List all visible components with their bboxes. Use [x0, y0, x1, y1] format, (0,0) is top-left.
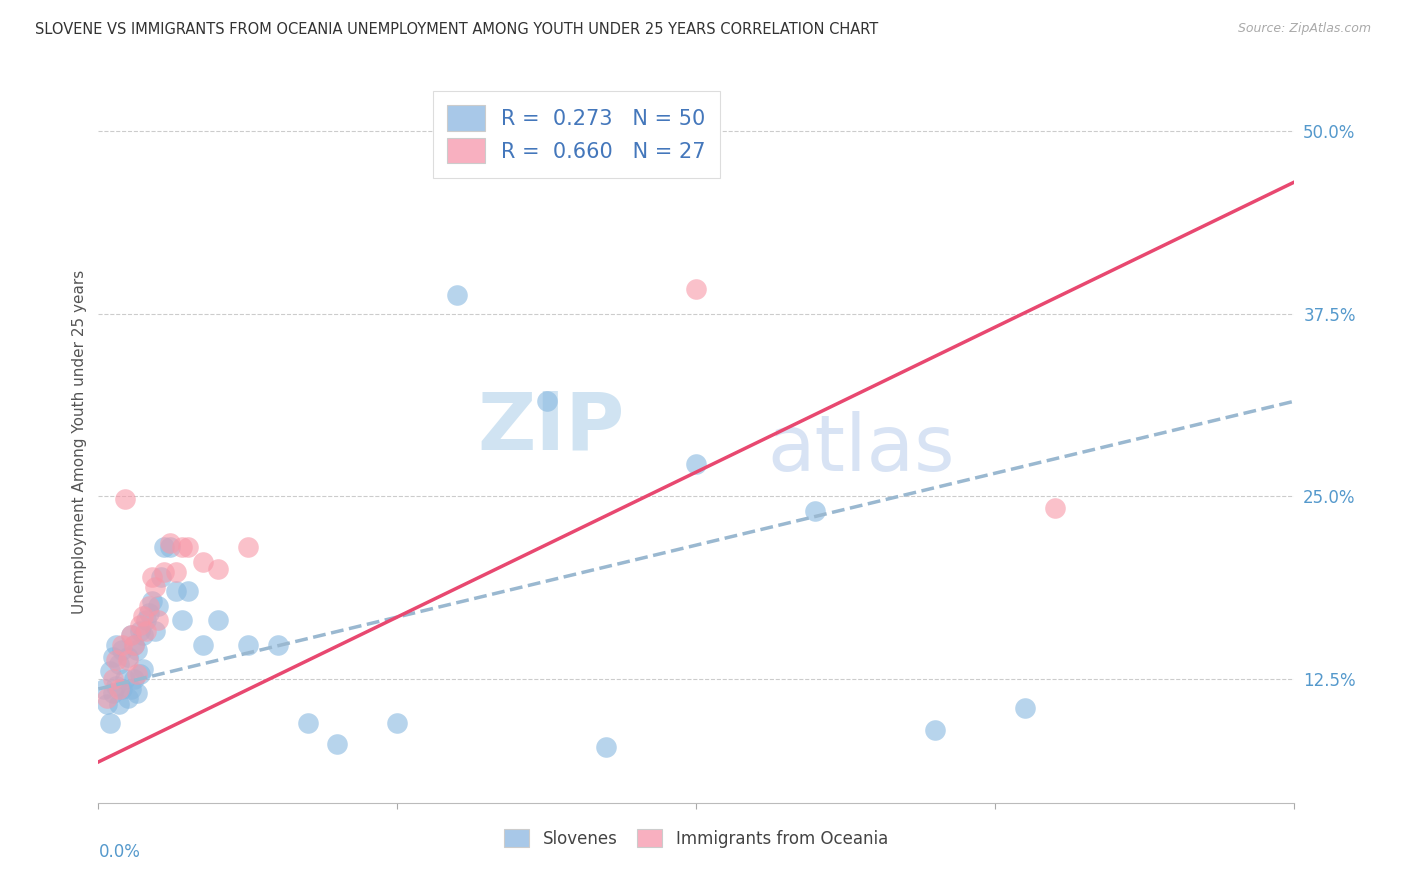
- Point: [153, 565, 176, 579]
- Point: [127, 667, 149, 681]
- Point: [111, 638, 134, 652]
- Point: [297, 715, 319, 730]
- Point: [138, 606, 160, 620]
- Point: [236, 638, 259, 652]
- Point: [207, 613, 229, 627]
- Point: [165, 565, 187, 579]
- Point: [114, 492, 136, 507]
- Point: [127, 686, 149, 700]
- Point: [685, 457, 707, 471]
- Point: [595, 740, 617, 755]
- Point: [804, 504, 827, 518]
- Point: [141, 569, 163, 583]
- Point: [117, 690, 139, 705]
- Legend: Slovenes, Immigrants from Oceania: Slovenes, Immigrants from Oceania: [496, 821, 896, 856]
- Point: [172, 541, 194, 555]
- Y-axis label: Unemployment Among Youth under 25 years: Unemployment Among Youth under 25 years: [72, 269, 87, 614]
- Point: [143, 580, 166, 594]
- Point: [1043, 500, 1066, 515]
- Text: ZIP: ZIP: [477, 388, 624, 467]
- Point: [108, 697, 131, 711]
- Text: Source: ZipAtlas.com: Source: ZipAtlas.com: [1237, 22, 1371, 36]
- Point: [165, 584, 187, 599]
- Point: [105, 679, 128, 693]
- Point: [326, 738, 349, 752]
- Point: [105, 653, 128, 667]
- Point: [124, 672, 146, 686]
- Point: [148, 613, 170, 627]
- Point: [150, 569, 173, 583]
- Point: [143, 624, 166, 638]
- Text: SLOVENE VS IMMIGRANTS FROM OCEANIA UNEMPLOYMENT AMONG YOUTH UNDER 25 YEARS CORRE: SLOVENE VS IMMIGRANTS FROM OCEANIA UNEMP…: [35, 22, 879, 37]
- Point: [103, 672, 125, 686]
- Point: [267, 638, 290, 652]
- Point: [138, 599, 160, 613]
- Point: [446, 288, 468, 302]
- Point: [127, 642, 149, 657]
- Point: [114, 672, 136, 686]
- Point: [129, 624, 152, 638]
- Text: atlas: atlas: [768, 410, 955, 487]
- Point: [93, 681, 115, 696]
- Point: [124, 638, 146, 652]
- Point: [924, 723, 946, 737]
- Point: [132, 628, 155, 642]
- Point: [117, 653, 139, 667]
- Point: [236, 541, 259, 555]
- Point: [135, 624, 157, 638]
- Point: [111, 642, 134, 657]
- Point: [177, 541, 200, 555]
- Point: [141, 594, 163, 608]
- Point: [120, 628, 142, 642]
- Point: [191, 638, 214, 652]
- Point: [191, 555, 214, 569]
- Point: [124, 638, 146, 652]
- Point: [129, 617, 152, 632]
- Point: [132, 609, 155, 624]
- Text: 0.0%: 0.0%: [98, 843, 141, 861]
- Point: [111, 681, 134, 696]
- Point: [132, 661, 155, 675]
- Point: [135, 613, 157, 627]
- Point: [120, 681, 142, 696]
- Point: [120, 628, 142, 642]
- Point: [108, 657, 131, 672]
- Point: [385, 715, 409, 730]
- Point: [98, 665, 122, 679]
- Point: [1014, 701, 1036, 715]
- Point: [172, 613, 194, 627]
- Point: [159, 541, 181, 555]
- Point: [105, 638, 128, 652]
- Point: [129, 667, 152, 681]
- Point: [96, 690, 118, 705]
- Point: [103, 649, 125, 664]
- Point: [207, 562, 229, 576]
- Point: [117, 649, 139, 664]
- Point: [98, 715, 122, 730]
- Point: [148, 599, 170, 613]
- Point: [153, 541, 176, 555]
- Point: [536, 394, 558, 409]
- Point: [108, 681, 131, 696]
- Point: [103, 686, 125, 700]
- Point: [685, 282, 707, 296]
- Point: [159, 536, 181, 550]
- Point: [177, 584, 200, 599]
- Point: [96, 697, 118, 711]
